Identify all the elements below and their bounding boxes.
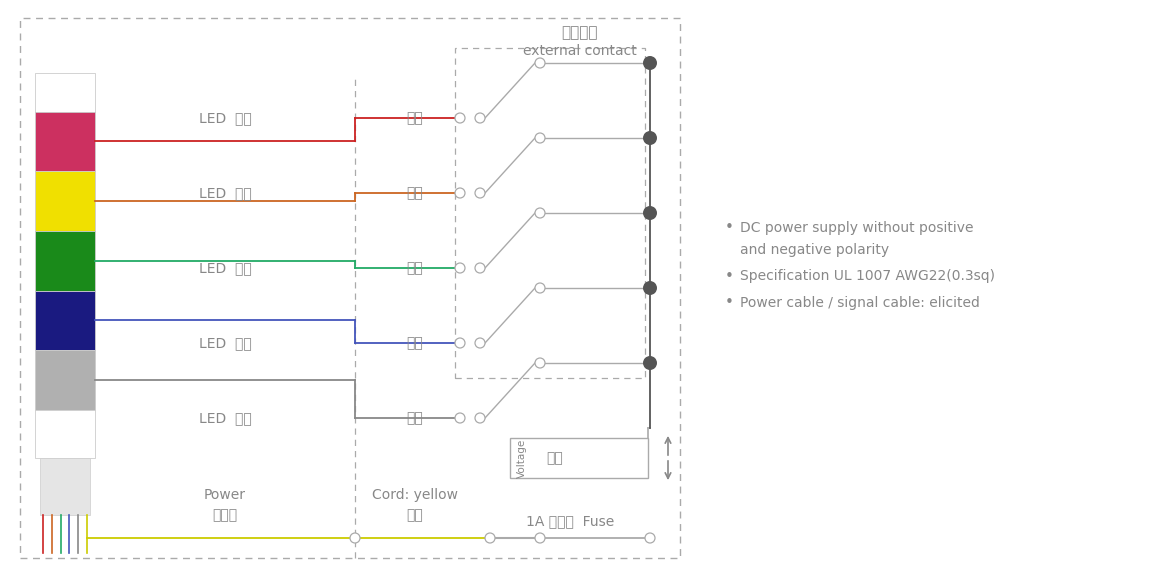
Circle shape <box>535 208 545 218</box>
Circle shape <box>455 188 465 198</box>
Bar <box>35 231 95 291</box>
Text: •: • <box>725 295 734 311</box>
Circle shape <box>535 358 545 368</box>
Circle shape <box>643 356 657 370</box>
Circle shape <box>643 206 657 220</box>
Text: 红线: 红线 <box>407 111 423 125</box>
Bar <box>35 350 95 410</box>
Circle shape <box>643 131 657 145</box>
Text: 橙线: 橙线 <box>407 186 423 200</box>
Circle shape <box>535 58 545 68</box>
Circle shape <box>350 533 360 543</box>
Text: Power cable / signal cable: elicited: Power cable / signal cable: elicited <box>740 296 980 310</box>
Circle shape <box>455 413 465 423</box>
Text: Power: Power <box>204 488 246 502</box>
Text: 黄线: 黄线 <box>407 508 423 522</box>
Bar <box>35 291 95 350</box>
Text: external contact: external contact <box>523 44 637 58</box>
Text: LED  黄色: LED 黄色 <box>199 186 251 200</box>
Text: LED  绿色: LED 绿色 <box>199 261 251 275</box>
Circle shape <box>475 188 485 198</box>
Text: 蓝线: 蓝线 <box>407 336 423 350</box>
Circle shape <box>643 56 657 70</box>
Bar <box>35 171 95 231</box>
Text: 电源线: 电源线 <box>213 508 237 522</box>
Bar <box>455 48 645 378</box>
Circle shape <box>535 133 545 143</box>
Text: Voltage: Voltage <box>517 438 528 478</box>
Bar <box>40 458 90 515</box>
Circle shape <box>535 283 545 293</box>
Bar <box>35 73 95 112</box>
Text: Cord: yellow: Cord: yellow <box>372 488 458 502</box>
Text: 电压: 电压 <box>546 451 563 465</box>
Circle shape <box>643 281 657 295</box>
Circle shape <box>535 533 545 543</box>
Circle shape <box>475 113 485 123</box>
Circle shape <box>475 338 485 348</box>
Text: •: • <box>725 221 734 236</box>
Bar <box>20 18 680 558</box>
Text: LED  红色: LED 红色 <box>199 111 251 125</box>
Text: Specification UL 1007 AWG22(0.3sq): Specification UL 1007 AWG22(0.3sq) <box>740 269 995 284</box>
Text: LED  白色: LED 白色 <box>199 411 251 425</box>
Text: DC power supply without positive: DC power supply without positive <box>740 221 974 235</box>
Circle shape <box>455 263 465 273</box>
Bar <box>35 112 95 171</box>
Circle shape <box>645 533 654 543</box>
Circle shape <box>455 113 465 123</box>
Text: 1A 保险丝  Fuse: 1A 保险丝 Fuse <box>526 514 615 528</box>
Text: 续线: 续线 <box>407 261 423 275</box>
Text: 外部接点: 外部接点 <box>562 26 598 41</box>
Text: and negative polarity: and negative polarity <box>740 243 889 257</box>
Text: •: • <box>725 269 734 284</box>
Bar <box>35 410 95 458</box>
Circle shape <box>455 338 465 348</box>
Circle shape <box>485 533 495 543</box>
Bar <box>510 438 647 478</box>
Text: 白线: 白线 <box>407 411 423 425</box>
Text: LED  蓝色: LED 蓝色 <box>199 336 251 350</box>
Circle shape <box>475 263 485 273</box>
Circle shape <box>475 413 485 423</box>
